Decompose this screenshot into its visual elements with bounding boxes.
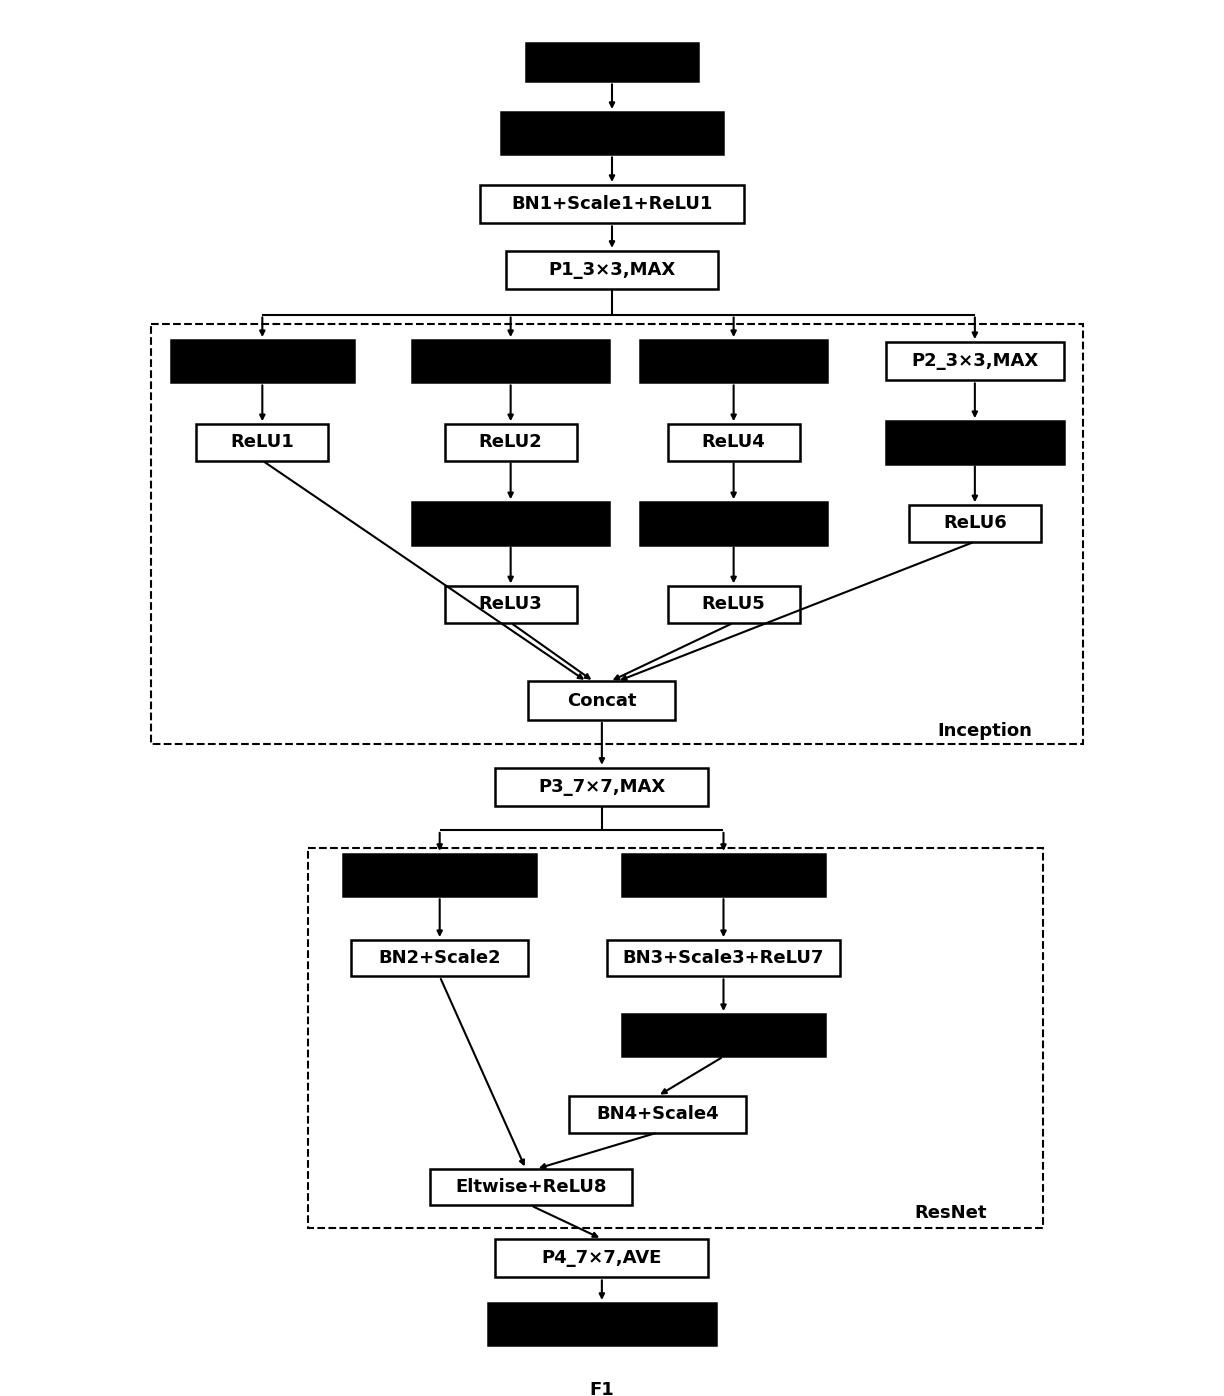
Bar [488, 1302, 716, 1346]
Text: F1: F1 [590, 1381, 614, 1396]
Bar [430, 1168, 633, 1206]
Text: ReLU2: ReLU2 [479, 433, 542, 451]
Bar [622, 854, 825, 896]
Bar [622, 1013, 825, 1057]
Text: ReLU4: ReLU4 [701, 433, 765, 451]
Bar [668, 586, 799, 623]
Bar [886, 422, 1064, 463]
Bar [496, 768, 709, 805]
Bar [668, 424, 799, 461]
Text: P2_3×3,MAX: P2_3×3,MAX [911, 352, 1038, 370]
Text: ReLU1: ReLU1 [230, 433, 294, 451]
Text: BN2+Scale2: BN2+Scale2 [378, 949, 501, 967]
Text: BN1+Scale1+ReLU1: BN1+Scale1+ReLU1 [512, 195, 712, 214]
Bar [444, 586, 577, 623]
Bar [526, 43, 698, 81]
Bar [444, 424, 577, 461]
Text: BN4+Scale4: BN4+Scale4 [596, 1106, 718, 1124]
Text: Inception: Inception [938, 722, 1033, 740]
Bar [171, 339, 354, 383]
Bar [886, 342, 1064, 381]
Bar [909, 505, 1040, 542]
Bar [496, 1238, 709, 1277]
Bar [344, 854, 536, 896]
Bar [308, 847, 1043, 1228]
Bar [506, 251, 718, 289]
Bar [480, 184, 744, 223]
Text: BN3+Scale3+ReLU7: BN3+Scale3+ReLU7 [623, 949, 824, 967]
Text: Concat: Concat [567, 692, 636, 709]
Text: ReLU6: ReLU6 [942, 514, 1006, 532]
Bar [640, 503, 827, 544]
Text: P1_3×3,MAX: P1_3×3,MAX [548, 261, 676, 279]
Bar [196, 424, 328, 461]
Bar [569, 1096, 747, 1132]
Bar [553, 1372, 650, 1396]
Bar [411, 503, 610, 544]
Text: ResNet: ResNet [914, 1203, 987, 1222]
Bar [351, 940, 529, 976]
Bar [411, 339, 610, 383]
Bar [501, 112, 723, 155]
Bar [529, 681, 676, 720]
Text: P3_7×7,MAX: P3_7×7,MAX [539, 778, 666, 796]
Bar [640, 339, 827, 383]
Bar [607, 940, 840, 976]
Text: Eltwise+ReLU8: Eltwise+ReLU8 [455, 1178, 607, 1196]
Bar [151, 324, 1083, 744]
Text: ReLU3: ReLU3 [479, 596, 542, 613]
Text: ReLU5: ReLU5 [701, 596, 765, 613]
Text: P4_7×7,AVE: P4_7×7,AVE [542, 1249, 662, 1268]
